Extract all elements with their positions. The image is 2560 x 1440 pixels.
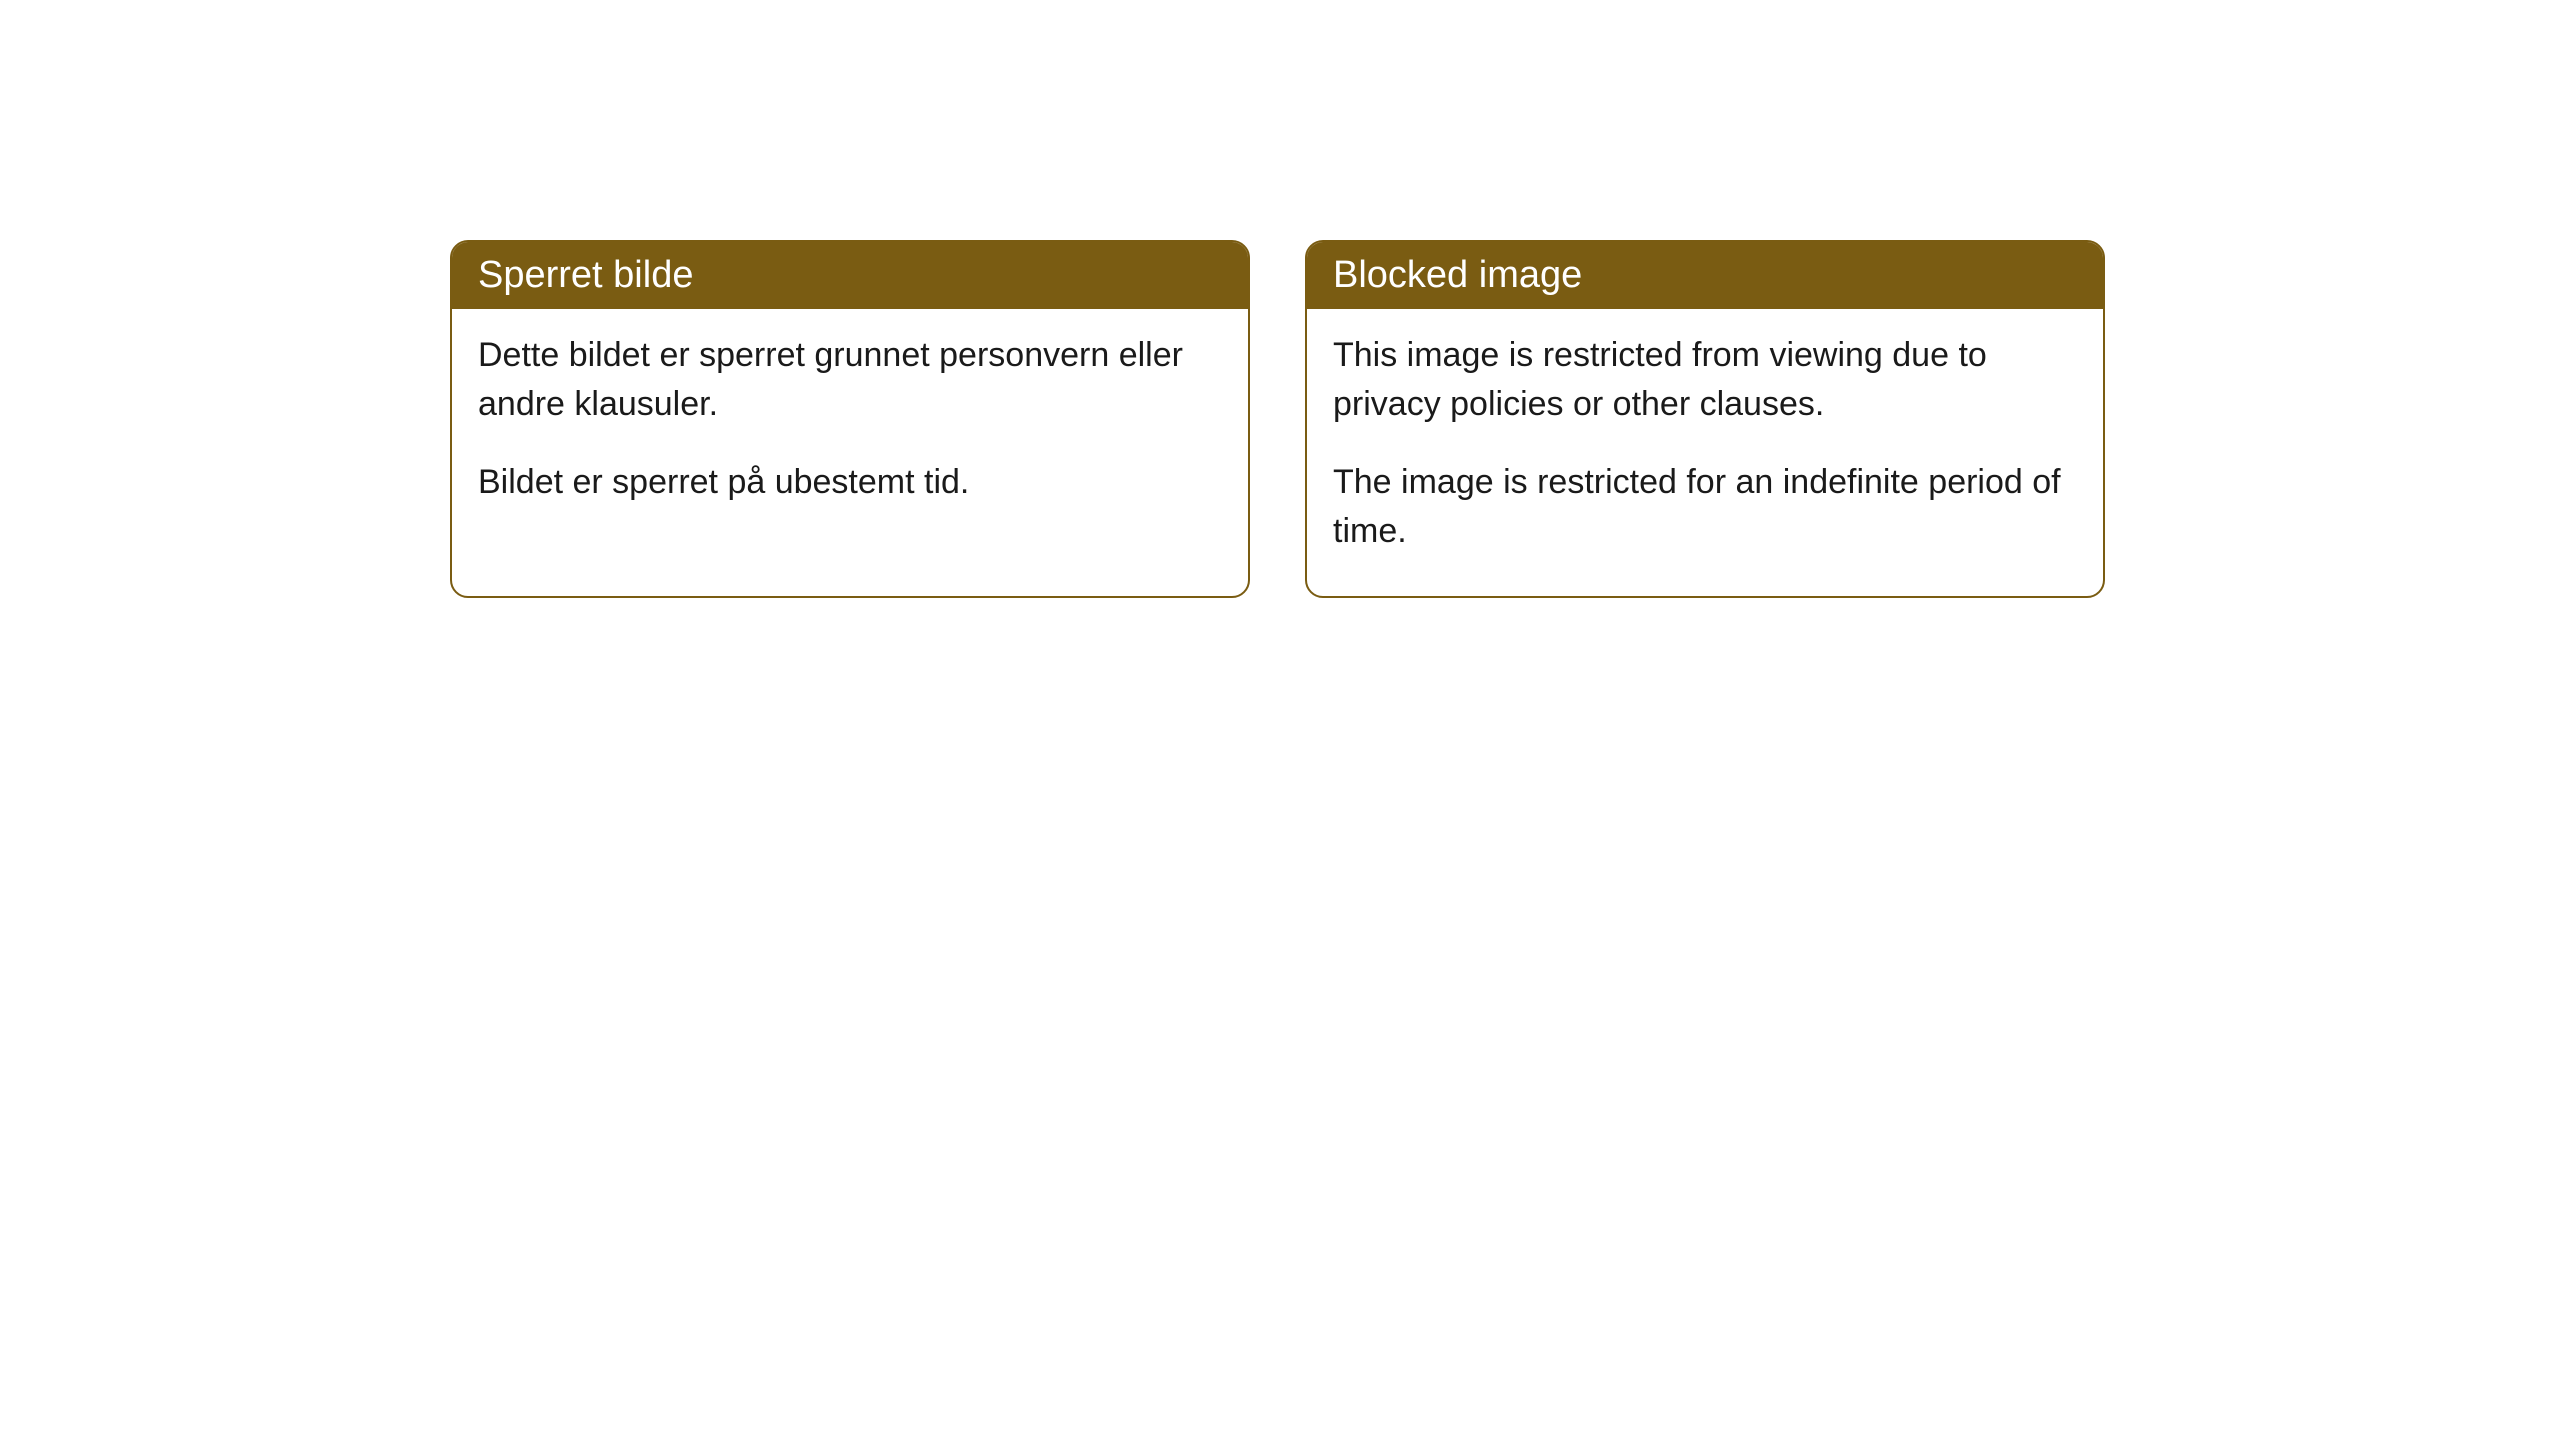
card-paragraph: This image is restricted from viewing du… bbox=[1333, 331, 2077, 430]
card-body: Dette bildet er sperret grunnet personve… bbox=[452, 309, 1248, 547]
notice-card-norwegian: Sperret bilde Dette bildet er sperret gr… bbox=[450, 240, 1250, 598]
card-title: Sperret bilde bbox=[478, 254, 693, 296]
card-header: Blocked image bbox=[1307, 242, 2103, 309]
notice-cards-container: Sperret bilde Dette bildet er sperret gr… bbox=[450, 240, 2560, 598]
card-title: Blocked image bbox=[1333, 254, 1582, 296]
card-paragraph: The image is restricted for an indefinit… bbox=[1333, 458, 2077, 557]
card-paragraph: Dette bildet er sperret grunnet personve… bbox=[478, 331, 1222, 430]
card-paragraph: Bildet er sperret på ubestemt tid. bbox=[478, 458, 1222, 507]
card-header: Sperret bilde bbox=[452, 242, 1248, 309]
notice-card-english: Blocked image This image is restricted f… bbox=[1305, 240, 2105, 598]
card-body: This image is restricted from viewing du… bbox=[1307, 309, 2103, 596]
